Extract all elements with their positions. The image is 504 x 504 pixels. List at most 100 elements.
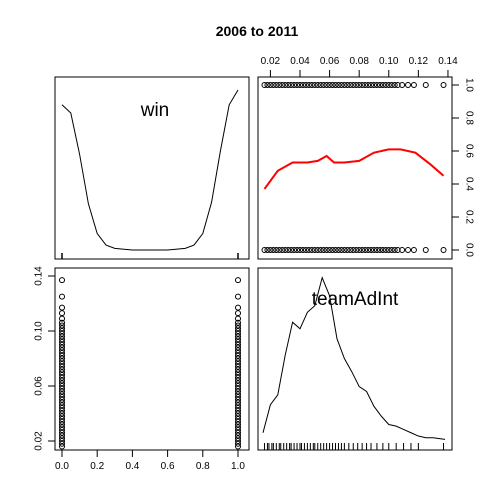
scatter-point-win0 [388,247,395,253]
scatter-point-win0 [329,247,336,253]
scatter-point-win1 [365,82,372,88]
left-axis-tick-label: 0.10 [34,321,45,341]
density-line-teamAdInt [262,276,446,440]
scatter-point-win0 [370,247,377,253]
scatter-point-win0 [347,247,354,253]
scatter-point-win0 [335,247,342,253]
scatter-point-win0 [282,247,289,253]
scatter-point-win0 [344,247,351,253]
scatter-point-win1 [314,82,321,88]
scatter-point-win0 [379,247,386,253]
right-axis-tick-label: 0.2 [464,210,475,224]
right-axis-tick-label: 1.0 [464,78,475,92]
bottom-axis-tick-label: 1.0 [231,461,245,472]
scatter-point-col-win0 [59,304,65,311]
scatter-point-win0 [353,247,360,253]
scatter-point-win1 [261,82,268,88]
scatter-point-win1 [362,82,369,88]
panel-bottom-right-frame [257,267,453,451]
scatter-point-win1 [282,82,289,88]
right-axis-tick-label: 0.4 [464,177,475,191]
scatter-point-win0 [291,247,298,253]
right-axis-tick-label: 0.8 [464,111,475,125]
scatter-point-win1 [394,82,401,88]
scatter-point-win1 [405,82,412,88]
scatter-point-col-win0 [59,293,65,300]
scatter-point-win0 [341,247,348,253]
scatter-point-win0 [276,247,283,253]
scatter-point-win1 [285,82,292,88]
scatter-point-win0 [368,247,375,253]
chart-title: 2006 to 2011 [216,23,299,39]
scatter-point-win1 [329,82,336,88]
scatter-point-win1 [273,82,280,88]
smoother-line [263,148,445,190]
scatter-point-win1 [276,82,283,88]
scatter-point-win0 [422,247,429,253]
bottom-axis-tick-label: 0.8 [196,461,210,472]
scatter-point-win0 [279,247,286,253]
scatter-point-win0 [285,247,292,253]
scatter-point-win1 [270,82,277,88]
scatter-point-win1 [311,82,318,88]
scatter-point-win1 [347,82,354,88]
left-axis-tick-label: 0.14 [34,266,45,286]
scatter-point-win1 [353,82,360,88]
scatter-point-win1 [291,82,298,88]
scatter-point-win0 [294,247,301,253]
scatter-point-win1 [288,82,295,88]
scatter-point-win1 [350,82,357,88]
left-axis-tick-label: 0.06 [34,376,45,396]
panel-top-left-frame [54,76,250,260]
scatter-point-win0 [365,247,372,253]
scatter-point-win0 [385,247,392,253]
scatter-point-win0 [296,247,303,253]
right-axis-tick-label: 0.0 [464,243,475,257]
density-line-win [61,89,239,251]
scatter-point-col-win1 [235,293,241,300]
scatter-point-win1 [370,82,377,88]
scatter-point-win0 [261,247,268,253]
scatter-point-win0 [440,247,447,253]
scatter-point-win1 [267,82,274,88]
scatter-point-win0 [356,247,363,253]
scatter-point-col-win0 [59,277,65,284]
scatter-point-win0 [391,247,398,253]
scatter-point-win1 [320,82,327,88]
scatter-point-win1 [359,82,366,88]
scatter-point-win1 [388,82,395,88]
scatter-point-win0 [288,247,295,253]
scatter-point-win1 [391,82,398,88]
scatter-point-win0 [376,247,383,253]
scatter-point-win1 [338,82,345,88]
bottom-axis-tick-label: 0.0 [55,461,69,472]
top-axis-tick-label: 0.04 [290,56,310,67]
scatter-point-win0 [399,247,406,253]
panel-bottom-left-frame [54,267,250,451]
diag-label-teamAdInt: teamAdInt [312,289,399,310]
scatter-point-win0 [382,247,389,253]
scatter-point-win1 [368,82,375,88]
scatter-point-col-win0 [59,310,65,317]
scatter-point-win1 [410,82,417,88]
scatter-point-win1 [356,82,363,88]
scatter-point-win0 [373,247,380,253]
scatter-point-win1 [305,82,312,88]
top-axis-tick-label: 0.02 [261,56,281,67]
scatter-point-win0 [338,247,345,253]
scatter-point-win0 [273,247,280,253]
scatter-point-win1 [385,82,392,88]
scatter-point-col-win1 [235,304,241,311]
scatter-point-win0 [314,247,321,253]
top-axis-tick-label: 0.14 [438,56,458,67]
top-axis-tick-label: 0.10 [379,56,399,67]
scatter-point-win0 [323,247,330,253]
scatter-point-win0 [326,247,333,253]
scatter-point-win1 [326,82,333,88]
scatter-point-win0 [320,247,327,253]
scatter-point-win0 [267,247,274,253]
scatter-point-win1 [323,82,330,88]
scatter-point-win1 [376,82,383,88]
bottom-axis-tick-label: 0.4 [125,461,139,472]
